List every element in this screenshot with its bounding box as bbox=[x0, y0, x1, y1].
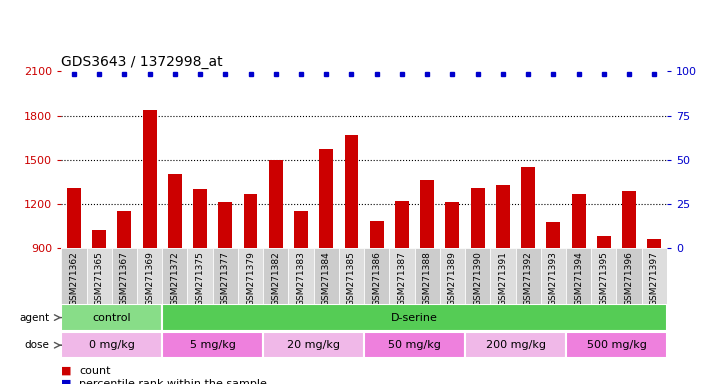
Text: GDS3643 / 1372998_at: GDS3643 / 1372998_at bbox=[61, 55, 223, 69]
Bar bbox=[465, 248, 490, 304]
Bar bbox=[288, 248, 314, 304]
Text: GSM271393: GSM271393 bbox=[549, 251, 558, 306]
Bar bbox=[597, 236, 611, 248]
Text: GSM271386: GSM271386 bbox=[372, 251, 381, 306]
Bar bbox=[339, 248, 364, 304]
Bar bbox=[496, 185, 510, 248]
Text: 20 mg/kg: 20 mg/kg bbox=[287, 340, 340, 350]
Text: GSM271397: GSM271397 bbox=[650, 251, 659, 306]
Bar bbox=[143, 110, 156, 248]
Bar bbox=[395, 201, 409, 248]
Text: GSM271369: GSM271369 bbox=[145, 251, 154, 306]
Text: GSM271382: GSM271382 bbox=[271, 251, 280, 306]
Text: GSM271362: GSM271362 bbox=[69, 251, 79, 306]
Bar bbox=[465, 332, 566, 359]
Bar bbox=[87, 248, 112, 304]
Bar bbox=[67, 188, 81, 248]
Text: count: count bbox=[79, 366, 111, 376]
Bar bbox=[389, 248, 415, 304]
Text: GSM271388: GSM271388 bbox=[423, 251, 432, 306]
Bar bbox=[440, 248, 465, 304]
Bar bbox=[541, 248, 566, 304]
Text: GSM271387: GSM271387 bbox=[397, 251, 407, 306]
Text: GSM271372: GSM271372 bbox=[170, 251, 180, 306]
Bar bbox=[420, 180, 434, 248]
Bar bbox=[642, 248, 667, 304]
Text: ■: ■ bbox=[61, 379, 75, 384]
Text: percentile rank within the sample: percentile rank within the sample bbox=[79, 379, 267, 384]
Bar bbox=[345, 135, 358, 248]
Bar bbox=[616, 248, 642, 304]
Text: D-serine: D-serine bbox=[391, 313, 438, 323]
Bar bbox=[162, 248, 187, 304]
Bar bbox=[263, 248, 288, 304]
Text: GSM271375: GSM271375 bbox=[195, 251, 205, 306]
Bar bbox=[294, 211, 308, 248]
Text: GSM271395: GSM271395 bbox=[599, 251, 609, 306]
Text: GSM271390: GSM271390 bbox=[473, 251, 482, 306]
Text: 500 mg/kg: 500 mg/kg bbox=[586, 340, 647, 350]
Bar bbox=[137, 248, 162, 304]
Bar bbox=[370, 221, 384, 248]
Text: GSM271377: GSM271377 bbox=[221, 251, 230, 306]
Bar bbox=[162, 332, 263, 359]
Bar bbox=[591, 248, 616, 304]
Text: 0 mg/kg: 0 mg/kg bbox=[89, 340, 135, 350]
Bar bbox=[521, 167, 535, 248]
Bar bbox=[566, 332, 667, 359]
Text: control: control bbox=[92, 313, 131, 323]
Bar bbox=[187, 248, 213, 304]
Bar bbox=[263, 332, 364, 359]
Bar bbox=[218, 202, 232, 248]
Text: GSM271367: GSM271367 bbox=[120, 251, 129, 306]
Text: GSM271394: GSM271394 bbox=[574, 251, 583, 306]
Bar bbox=[314, 248, 339, 304]
Text: 5 mg/kg: 5 mg/kg bbox=[190, 340, 236, 350]
Bar bbox=[566, 248, 591, 304]
Bar bbox=[364, 332, 465, 359]
Text: GSM271384: GSM271384 bbox=[322, 251, 331, 306]
Bar bbox=[118, 210, 131, 248]
Bar bbox=[572, 194, 585, 248]
Text: GSM271391: GSM271391 bbox=[498, 251, 508, 306]
Bar bbox=[319, 149, 333, 248]
Text: dose: dose bbox=[25, 340, 49, 350]
Bar bbox=[213, 248, 238, 304]
Text: GSM271379: GSM271379 bbox=[246, 251, 255, 306]
Bar bbox=[269, 160, 283, 248]
Text: GSM271392: GSM271392 bbox=[523, 251, 533, 306]
Text: GSM271389: GSM271389 bbox=[448, 251, 457, 306]
Bar bbox=[162, 304, 667, 331]
Bar bbox=[647, 239, 661, 248]
Text: GSM271365: GSM271365 bbox=[94, 251, 104, 306]
Bar bbox=[244, 194, 257, 248]
Bar bbox=[238, 248, 263, 304]
Bar bbox=[61, 304, 162, 331]
Text: agent: agent bbox=[19, 313, 49, 323]
Bar bbox=[471, 188, 485, 248]
Text: 200 mg/kg: 200 mg/kg bbox=[485, 340, 546, 350]
Bar bbox=[547, 222, 560, 248]
Text: ■: ■ bbox=[61, 366, 75, 376]
Bar bbox=[112, 248, 137, 304]
Bar bbox=[168, 174, 182, 248]
Bar bbox=[446, 202, 459, 248]
Text: GSM271385: GSM271385 bbox=[347, 251, 356, 306]
Bar bbox=[622, 190, 636, 248]
Bar bbox=[415, 248, 440, 304]
Bar bbox=[193, 189, 207, 248]
Bar bbox=[364, 248, 389, 304]
Text: 50 mg/kg: 50 mg/kg bbox=[388, 340, 441, 350]
Text: GSM271383: GSM271383 bbox=[296, 251, 306, 306]
Bar bbox=[61, 248, 87, 304]
Text: GSM271396: GSM271396 bbox=[624, 251, 634, 306]
Bar bbox=[92, 230, 106, 248]
Bar bbox=[516, 248, 541, 304]
Bar bbox=[490, 248, 516, 304]
Bar bbox=[61, 332, 162, 359]
